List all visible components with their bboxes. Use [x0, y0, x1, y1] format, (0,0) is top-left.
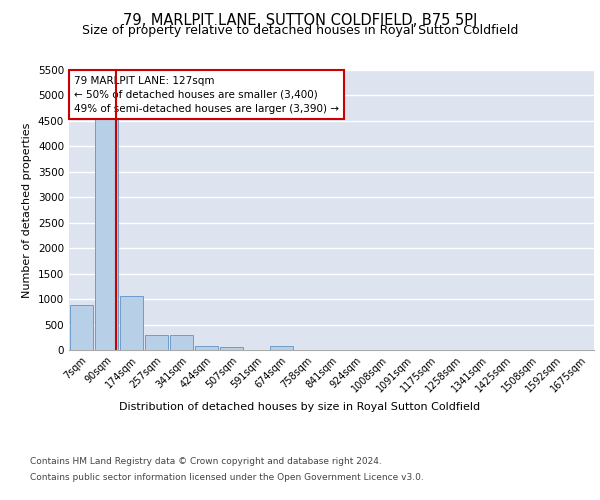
Bar	[95, 116, 118, 350]
Bar	[220, 346, 243, 350]
Text: Distribution of detached houses by size in Royal Sutton Coldfield: Distribution of detached houses by size …	[119, 402, 481, 412]
Text: 79, MARLPIT LANE, SUTTON COLDFIELD, B75 5PJ: 79, MARLPIT LANE, SUTTON COLDFIELD, B75 …	[123, 12, 477, 28]
Bar	[170, 335, 193, 350]
Bar	[145, 335, 168, 350]
Text: Contains public sector information licensed under the Open Government Licence v3: Contains public sector information licen…	[30, 472, 424, 482]
Text: Contains HM Land Registry data © Crown copyright and database right 2024.: Contains HM Land Registry data © Crown c…	[30, 458, 382, 466]
Text: Size of property relative to detached houses in Royal Sutton Coldfield: Size of property relative to detached ho…	[82, 24, 518, 37]
Y-axis label: Number of detached properties: Number of detached properties	[22, 122, 32, 298]
Text: 79 MARLPIT LANE: 127sqm
← 50% of detached houses are smaller (3,400)
49% of semi: 79 MARLPIT LANE: 127sqm ← 50% of detache…	[74, 76, 339, 114]
Bar	[70, 305, 93, 350]
Bar	[270, 346, 293, 350]
Bar	[195, 346, 218, 350]
Bar	[120, 296, 143, 350]
